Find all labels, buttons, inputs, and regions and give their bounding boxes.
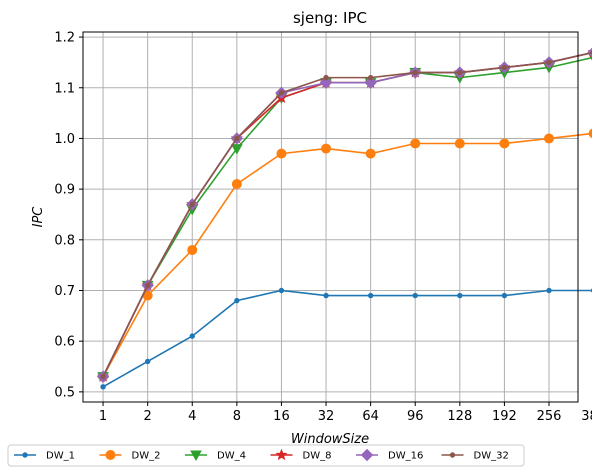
legend-item: DW_32 — [441, 451, 509, 462]
data-point — [187, 244, 198, 255]
data-point — [367, 74, 374, 81]
y-tick-label: 0.7 — [54, 284, 75, 299]
legend-marker — [105, 450, 116, 460]
data-point — [367, 292, 374, 299]
data-point — [546, 287, 552, 294]
series-line — [102, 51, 592, 378]
series-dw-8 — [97, 49, 592, 382]
legend-marker — [190, 450, 202, 462]
legend-marker — [275, 448, 288, 461]
data-point — [412, 292, 418, 299]
data-point — [189, 201, 195, 208]
series-line — [102, 51, 592, 378]
y-tick-label: 1.0 — [54, 132, 75, 147]
data-point — [234, 297, 240, 304]
x-axis-label: WindowSize — [291, 432, 369, 447]
x-tick-label: 2 — [144, 409, 152, 424]
data-point — [364, 76, 377, 89]
legend-marker — [360, 448, 374, 462]
legend-item: DW_4 — [185, 450, 246, 462]
series-line — [102, 56, 592, 378]
plot-frame — [82, 31, 579, 403]
y-tick-label: 1.2 — [54, 31, 75, 46]
x-tick-label: 8 — [233, 409, 241, 424]
y-tick-label: 0.6 — [54, 335, 75, 350]
legend-marker — [22, 452, 28, 458]
data-point — [499, 138, 510, 149]
x-tick-label: 32 — [318, 409, 335, 424]
series-dw-4 — [97, 52, 592, 383]
series-line — [102, 289, 592, 388]
legend-marker — [449, 452, 456, 458]
data-point — [234, 135, 240, 142]
legend-label: DW_2 — [132, 451, 161, 462]
data-point — [189, 333, 195, 339]
x-tick-label: 256 — [537, 409, 562, 424]
data-point — [319, 76, 333, 89]
series-line — [102, 51, 592, 378]
legend-item: DW_8 — [270, 448, 332, 462]
data-point — [144, 358, 151, 365]
data-point — [457, 69, 463, 76]
x-tick-label: 64 — [362, 409, 379, 424]
data-point — [588, 128, 592, 139]
x-tick-label: 96 — [407, 409, 424, 424]
series-dw-1 — [100, 287, 592, 390]
data-point — [454, 138, 465, 149]
data-point — [144, 282, 151, 289]
data-point — [323, 74, 329, 81]
legend-item: DW_16 — [356, 448, 423, 462]
data-point — [278, 287, 285, 294]
data-point — [410, 138, 421, 149]
series-dw-16 — [96, 47, 592, 383]
data-point — [231, 179, 242, 190]
legend-box — [7, 444, 525, 467]
x-tick-label: 384 — [581, 409, 592, 424]
chart-title: sjeng: IPC — [293, 9, 367, 27]
legend-label: DW_1 — [46, 451, 75, 462]
x-tick-label: 4 — [188, 409, 196, 424]
data-point — [457, 292, 463, 299]
data-point — [412, 69, 418, 76]
data-point — [501, 64, 508, 71]
data-point — [278, 90, 285, 96]
legend-label: DW_8 — [303, 451, 332, 462]
data-point — [100, 373, 106, 380]
x-tick-label: 192 — [492, 409, 517, 424]
data-point — [276, 148, 287, 159]
x-tick-label: 1 — [99, 409, 107, 424]
y-tick-label: 1.1 — [54, 81, 75, 96]
y-ticks: 0.5 0.6 0.7 0.8 0.9 1.0 1.1 1.2 — [54, 31, 83, 400]
data-point — [546, 59, 552, 66]
data-point — [100, 384, 106, 390]
grid — [83, 32, 578, 402]
y-tick-label: 0.5 — [54, 385, 75, 400]
x-tick-label: 128 — [447, 409, 472, 424]
y-tick-label: 0.9 — [54, 183, 75, 198]
y-tick-label: 0.8 — [54, 233, 75, 248]
series-dw-32 — [100, 50, 592, 380]
legend-item: DW_1 — [14, 451, 75, 462]
data-point — [365, 148, 376, 159]
data-point — [544, 133, 555, 144]
data-point — [323, 292, 329, 299]
series-dw-2 — [98, 128, 592, 382]
legend-label: DW_32 — [474, 451, 509, 462]
series-group — [96, 47, 592, 390]
data-point — [501, 292, 508, 299]
x-ticks: 1 2 4 8 16 32 64 96 128 192 256 384 — [99, 402, 592, 424]
legend-label: DW_4 — [217, 451, 246, 462]
x-tick-label: 16 — [273, 409, 290, 424]
series-line — [102, 132, 592, 378]
legend-item: DW_2 — [99, 450, 161, 462]
legend-label: DW_16 — [388, 451, 423, 462]
y-axis-label: IPC — [31, 206, 46, 228]
data-point — [321, 143, 332, 154]
legend: DW_1 DW_2 DW_4 DW_8 DW_16 DW_32 — [7, 444, 525, 467]
